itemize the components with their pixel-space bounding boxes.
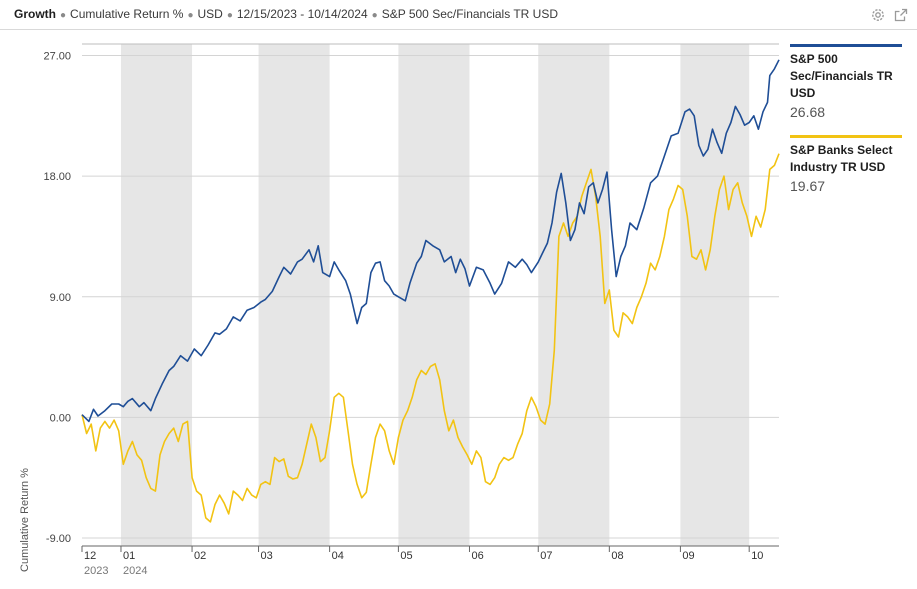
x-tick-label: 10	[751, 550, 763, 562]
x-tick-year-label: 2023	[84, 565, 108, 577]
header-return-type[interactable]: Cumulative Return %	[70, 7, 184, 21]
x-tick-label: 07	[540, 550, 552, 562]
y-axis-label: Cumulative Return %	[19, 468, 31, 572]
legend-series-name: S&P 500 Sec/Financials TR USD	[790, 52, 893, 100]
x-tick-year-label: 2024	[123, 565, 147, 577]
legend-series-name: S&P Banks Select Industry TR USD	[790, 143, 893, 174]
series-line-s-p-500-sec-financials-tr-usd	[81, 59, 780, 423]
header-currency[interactable]: USD	[197, 7, 223, 21]
legend-series-value: 19.67	[790, 178, 826, 194]
y-axis: 27.00 18.00 9.00 0.00 -9.00	[43, 51, 71, 546]
header-benchmark[interactable]: S&P 500 Sec/Financials TR USD	[381, 7, 559, 21]
separator-dot: ●	[371, 10, 378, 21]
separator-dot: ●	[226, 10, 233, 21]
x-tick-label: 05	[400, 550, 412, 562]
separator-dot: ●	[60, 10, 67, 21]
month-band	[538, 44, 610, 546]
month-band	[120, 44, 193, 546]
chart-header: Growth ● Cumulative Return % ● USD ● 12/15/202…	[0, 0, 917, 30]
gridlines	[82, 43, 779, 539]
gear-icon[interactable]	[870, 7, 886, 23]
y-tick-label: 0.00	[50, 412, 71, 424]
month-band	[258, 44, 330, 546]
header-title: Growth	[14, 7, 56, 21]
y-tick-label: -9.00	[46, 533, 71, 545]
x-tick-label: 03	[261, 550, 273, 562]
month-band	[398, 44, 470, 546]
legend-swatch-yellow	[790, 135, 902, 138]
month-band	[680, 44, 750, 546]
x-axis: 12 2023 01 2024 02 03 04 05 06 07 08 09 10	[81, 545, 779, 577]
legend-swatch-blue	[790, 44, 902, 47]
x-tick-label: 06	[471, 550, 483, 562]
legend-item-sp500-financials: S&P 500 Sec/Financials TR USD 26.68	[790, 44, 910, 122]
x-tick-label: 04	[332, 550, 344, 562]
legend-series-value: 26.68	[790, 104, 826, 120]
header-date-range[interactable]: 12/15/2023 - 10/14/2024	[236, 7, 368, 21]
month-bands	[120, 44, 750, 546]
legend-item-banks-select: S&P Banks Select Industry TR USD 19.67	[790, 135, 910, 196]
x-tick-label: 01	[123, 550, 135, 562]
x-tick-label: 12	[84, 550, 96, 562]
external-link-icon[interactable]	[893, 7, 909, 23]
y-tick-label: 27.00	[43, 51, 71, 63]
x-tick-label: 08	[611, 550, 623, 562]
y-tick-label: 9.00	[50, 292, 71, 304]
series-line-s-p-banks-select-industry-tr-usd	[81, 153, 780, 523]
x-tick-label: 09	[682, 550, 694, 562]
x-tick-label: 02	[194, 550, 206, 562]
separator-dot: ●	[187, 10, 194, 21]
growth-line-chart: 27.00 18.00 9.00 0.00 -9.00 12 2023 01 2024 02 03…	[19, 43, 780, 577]
series-lines	[81, 59, 780, 523]
header-breadcrumb: Growth ● Cumulative Return % ● USD ● 12/15/202…	[14, 7, 558, 21]
y-tick-label: 18.00	[43, 171, 71, 183]
